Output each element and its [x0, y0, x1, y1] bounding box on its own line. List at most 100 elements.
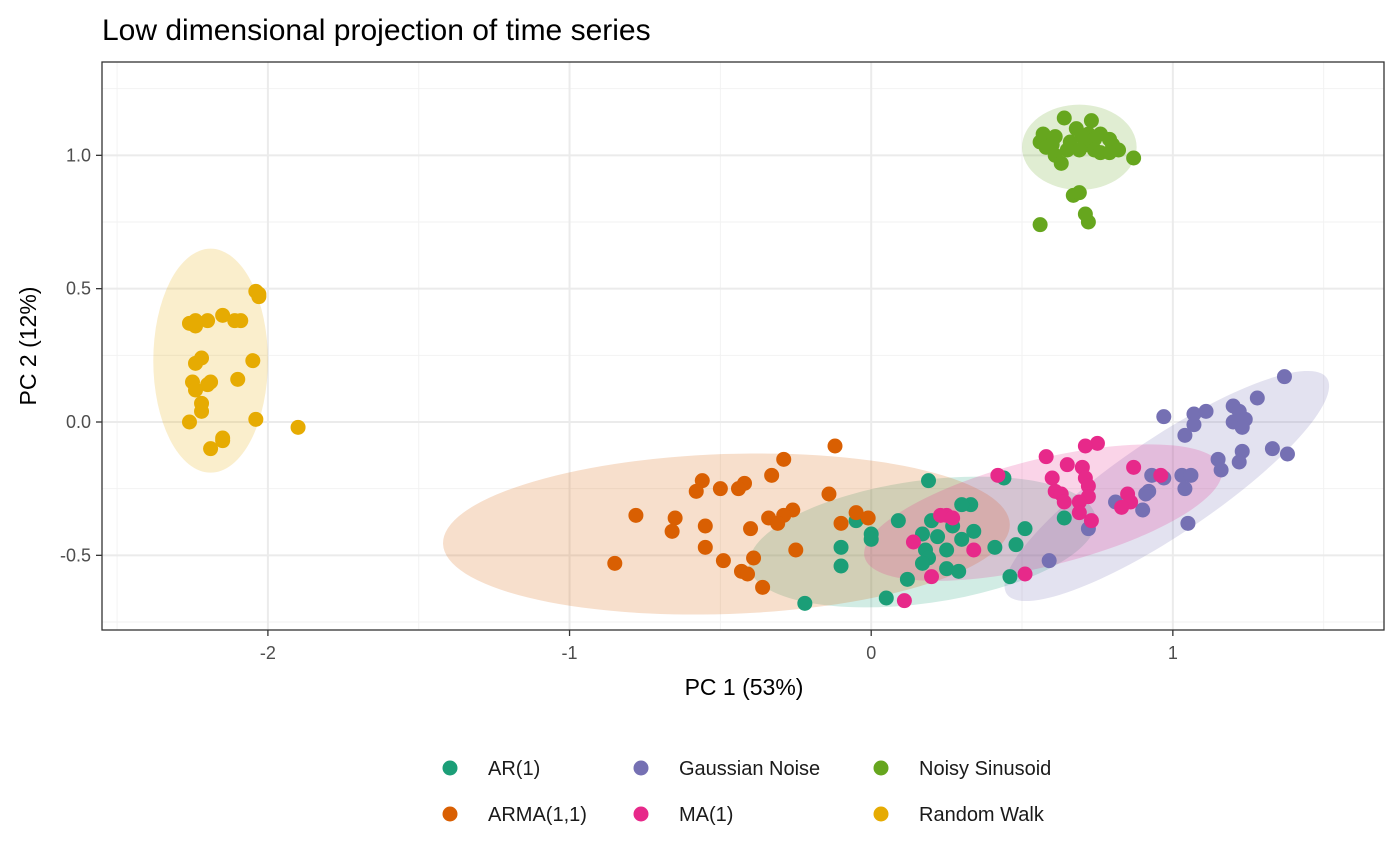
legend-key: [633, 760, 649, 776]
data-point: [188, 382, 204, 398]
data-point: [1213, 462, 1229, 478]
data-point: [1083, 513, 1099, 529]
data-point: [797, 595, 813, 611]
data-point: [203, 441, 219, 457]
data-point: [1135, 502, 1151, 518]
data-point: [697, 518, 713, 534]
data-point: [1126, 459, 1142, 475]
data-point: [1249, 390, 1265, 406]
data-point: [848, 505, 864, 521]
data-point: [860, 510, 876, 526]
legend-key: [873, 760, 889, 776]
data-point: [1032, 217, 1048, 233]
data-point: [233, 313, 249, 329]
data-point: [628, 507, 644, 523]
data-point: [697, 539, 713, 555]
data-point: [1186, 406, 1202, 422]
data-point: [1180, 515, 1196, 531]
data-point: [990, 467, 1006, 483]
data-point: [712, 481, 728, 497]
data-point: [667, 510, 683, 526]
legend-key: [442, 760, 458, 776]
data-point: [966, 542, 982, 558]
data-point: [1059, 142, 1075, 158]
data-point: [776, 451, 792, 467]
data-point: [788, 542, 804, 558]
legend-label: MA(1): [679, 804, 733, 826]
data-point: [200, 313, 216, 329]
data-point: [1114, 499, 1130, 515]
data-point: [1276, 369, 1292, 385]
data-point: [1071, 494, 1087, 510]
data-point: [743, 521, 759, 537]
data-point: [1177, 481, 1193, 497]
data-point: [1177, 427, 1193, 443]
y-tick-label: 1.0: [66, 145, 91, 165]
data-point: [664, 523, 680, 539]
data-point: [1017, 566, 1033, 582]
data-point: [833, 558, 849, 574]
legend-label: Gaussian Noise: [679, 758, 820, 780]
data-point: [1077, 438, 1093, 454]
data-point: [1059, 457, 1075, 473]
data-point: [1038, 449, 1054, 465]
data-point: [740, 566, 756, 582]
data-point: [251, 289, 267, 305]
data-point: [833, 539, 849, 555]
data-point: [939, 542, 955, 558]
data-point: [230, 371, 246, 387]
data-point: [188, 355, 204, 371]
legend-item: Noisy Sinusoid: [873, 758, 1051, 780]
data-point: [730, 481, 746, 497]
data-point: [966, 523, 982, 539]
axis-ticks: -2 -1 0 1 -0.5 0.0 0.5 1.0: [60, 145, 1178, 663]
data-point: [746, 550, 762, 566]
x-tick-label: 0: [866, 643, 876, 663]
ellipse-arma-1-1-: [443, 453, 1010, 615]
data-point: [833, 515, 849, 531]
data-point: [1041, 553, 1057, 569]
data-point: [878, 590, 894, 606]
data-point: [954, 531, 970, 547]
data-point: [200, 377, 216, 393]
data-point: [905, 534, 921, 550]
data-point: [930, 529, 946, 545]
data-point: [1053, 155, 1069, 171]
data-points: [181, 110, 1295, 611]
data-point: [764, 467, 780, 483]
data-point: [899, 571, 915, 587]
data-point: [1008, 537, 1024, 553]
data-point: [1279, 446, 1295, 462]
data-point: [1264, 441, 1280, 457]
data-point: [215, 433, 231, 449]
data-point: [1071, 185, 1087, 201]
data-point: [715, 553, 731, 569]
data-point: [1126, 150, 1142, 166]
data-point: [215, 307, 231, 323]
data-point: [1044, 470, 1060, 486]
data-point: [1183, 467, 1199, 483]
plot-background: [102, 62, 1384, 630]
data-point: [914, 555, 930, 571]
plot-panel: [102, 62, 1384, 630]
legend-label: Noisy Sinusoid: [919, 758, 1051, 780]
data-point: [924, 569, 940, 585]
data-point: [1156, 409, 1172, 425]
data-point: [1089, 435, 1105, 451]
data-point: [290, 419, 306, 435]
data-point: [245, 353, 261, 369]
data-point: [827, 438, 843, 454]
legend-item: MA(1): [633, 804, 733, 826]
data-point: [1102, 145, 1118, 161]
data-point: [688, 483, 704, 499]
data-point: [1153, 467, 1169, 483]
plot-border: [101, 61, 1385, 631]
data-point: [1186, 417, 1202, 433]
panel-border: [101, 61, 1385, 631]
data-point: [194, 403, 210, 419]
y-tick-label: -0.5: [60, 545, 91, 565]
data-point: [921, 473, 937, 489]
data-point: [896, 593, 912, 609]
ellipse-random-walk: [153, 248, 268, 473]
